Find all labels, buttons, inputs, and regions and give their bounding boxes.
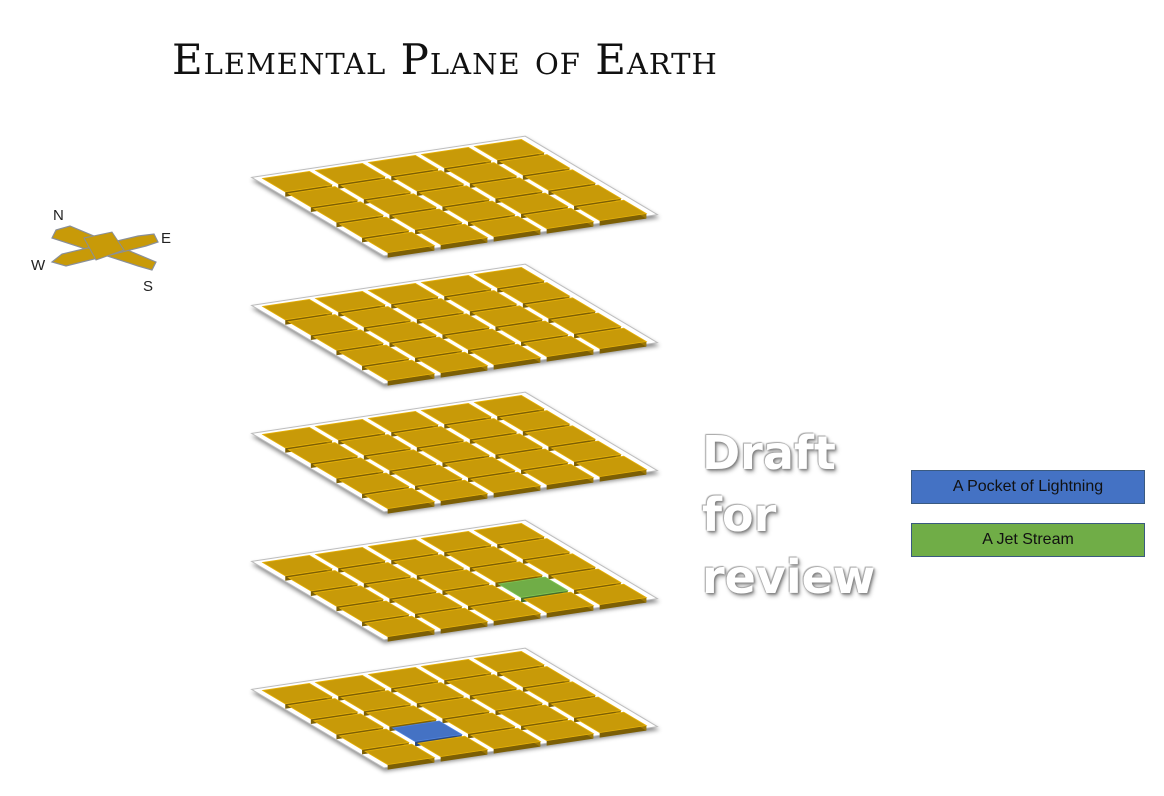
grid-cell [416,479,489,506]
grid-cell [522,463,595,490]
grid-cell [416,607,489,634]
layer-5 [250,647,659,770]
layer-4 [250,519,659,642]
watermark-line: for [702,488,777,542]
legend-item-jet-stream: A Jet Stream [911,523,1145,557]
grid-cell [469,599,542,626]
compass-north-label: N [53,207,64,224]
watermark-line: review [702,550,876,604]
grid-cell [575,711,648,738]
grid-cell [524,425,597,452]
grid-cell [416,223,489,250]
grid-cell [365,705,438,732]
grid-cell [522,591,595,618]
legend-label: A Jet Stream [982,531,1074,548]
grid-cell [444,712,516,739]
grid-cell [261,170,334,197]
grid-cell [363,615,436,642]
grid-cell [393,554,465,581]
grid-cell [416,351,489,378]
legend-label: A Pocket of Lightning [952,478,1104,495]
legend-item-pocket-of-lightning: A Pocket of Lightning [911,470,1145,504]
compass-south-label: S [143,278,154,295]
grid-cell [575,455,648,482]
grid-cell [365,449,438,476]
compass-east-label: E [161,230,172,247]
grid-cell [522,719,595,746]
grid-cell [522,335,595,362]
grid-cell [363,231,436,258]
grid-cell [363,743,436,770]
grid-cell [469,471,542,498]
compass-rose: N E S W [26,204,176,296]
page-title: Elemental Plane of Earth [172,35,718,84]
grid-cell [363,487,436,514]
grid-cell [446,290,518,317]
grid-cell [469,215,542,242]
draft-watermark: Draft for review [702,422,902,608]
layer-1 [250,135,659,258]
watermark-line: Draft [702,426,836,480]
grid-cell [416,735,489,762]
compass-arrows-icon [50,225,159,271]
grid-cell [338,600,410,627]
grid-cell [522,207,595,234]
layer-3 [250,391,659,514]
layer-2 [250,263,659,386]
grid-cell [575,327,648,354]
grid-cell [469,343,542,370]
grid-cell [575,199,648,226]
grid-cell [575,583,648,610]
grid-cell [363,359,436,386]
compass-west-label: W [31,257,46,274]
grid-cell [393,298,465,325]
grid-cell [469,727,542,754]
